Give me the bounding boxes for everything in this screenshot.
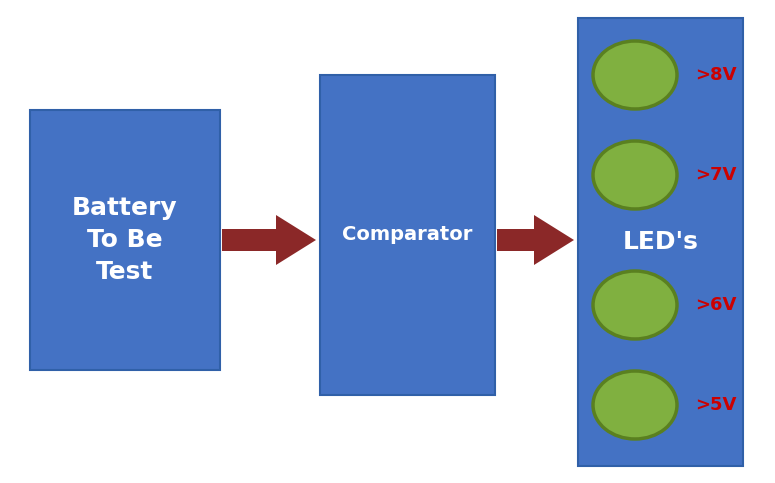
Text: >5V: >5V bbox=[695, 396, 736, 414]
FancyBboxPatch shape bbox=[578, 18, 743, 466]
FancyBboxPatch shape bbox=[30, 110, 220, 370]
Polygon shape bbox=[497, 215, 574, 265]
Ellipse shape bbox=[593, 141, 677, 209]
Text: >8V: >8V bbox=[695, 66, 736, 84]
FancyBboxPatch shape bbox=[320, 75, 495, 395]
Text: Battery
To Be
Test: Battery To Be Test bbox=[72, 197, 177, 284]
Text: LED's: LED's bbox=[622, 230, 698, 254]
Text: >6V: >6V bbox=[695, 296, 736, 314]
Polygon shape bbox=[222, 215, 316, 265]
Ellipse shape bbox=[593, 371, 677, 439]
Text: Comparator: Comparator bbox=[343, 226, 473, 244]
Ellipse shape bbox=[593, 271, 677, 339]
Ellipse shape bbox=[593, 41, 677, 109]
Text: >7V: >7V bbox=[695, 166, 736, 184]
